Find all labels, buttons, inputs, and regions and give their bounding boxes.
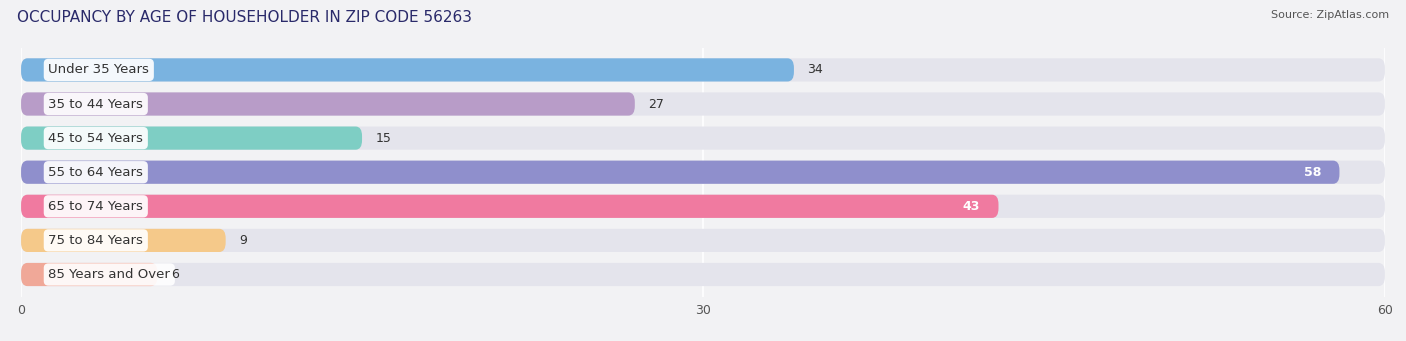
- FancyBboxPatch shape: [21, 58, 794, 81]
- Text: 43: 43: [963, 200, 980, 213]
- FancyBboxPatch shape: [21, 263, 1385, 286]
- FancyBboxPatch shape: [21, 92, 1385, 116]
- Text: Under 35 Years: Under 35 Years: [48, 63, 149, 76]
- Text: 6: 6: [172, 268, 179, 281]
- Text: 35 to 44 Years: 35 to 44 Years: [48, 98, 143, 110]
- Text: 85 Years and Over: 85 Years and Over: [48, 268, 170, 281]
- Text: 65 to 74 Years: 65 to 74 Years: [48, 200, 143, 213]
- Text: OCCUPANCY BY AGE OF HOUSEHOLDER IN ZIP CODE 56263: OCCUPANCY BY AGE OF HOUSEHOLDER IN ZIP C…: [17, 10, 472, 25]
- Text: 27: 27: [648, 98, 664, 110]
- Text: Source: ZipAtlas.com: Source: ZipAtlas.com: [1271, 10, 1389, 20]
- Text: 58: 58: [1303, 166, 1322, 179]
- Text: 75 to 84 Years: 75 to 84 Years: [48, 234, 143, 247]
- FancyBboxPatch shape: [21, 229, 225, 252]
- FancyBboxPatch shape: [21, 161, 1340, 184]
- FancyBboxPatch shape: [21, 195, 998, 218]
- Text: 15: 15: [375, 132, 391, 145]
- FancyBboxPatch shape: [21, 263, 157, 286]
- FancyBboxPatch shape: [21, 127, 1385, 150]
- Text: 55 to 64 Years: 55 to 64 Years: [48, 166, 143, 179]
- FancyBboxPatch shape: [21, 195, 1385, 218]
- FancyBboxPatch shape: [21, 92, 636, 116]
- Text: 9: 9: [239, 234, 247, 247]
- Text: 45 to 54 Years: 45 to 54 Years: [48, 132, 143, 145]
- FancyBboxPatch shape: [21, 58, 1385, 81]
- Text: 34: 34: [807, 63, 824, 76]
- FancyBboxPatch shape: [21, 127, 363, 150]
- FancyBboxPatch shape: [21, 229, 1385, 252]
- FancyBboxPatch shape: [21, 161, 1385, 184]
